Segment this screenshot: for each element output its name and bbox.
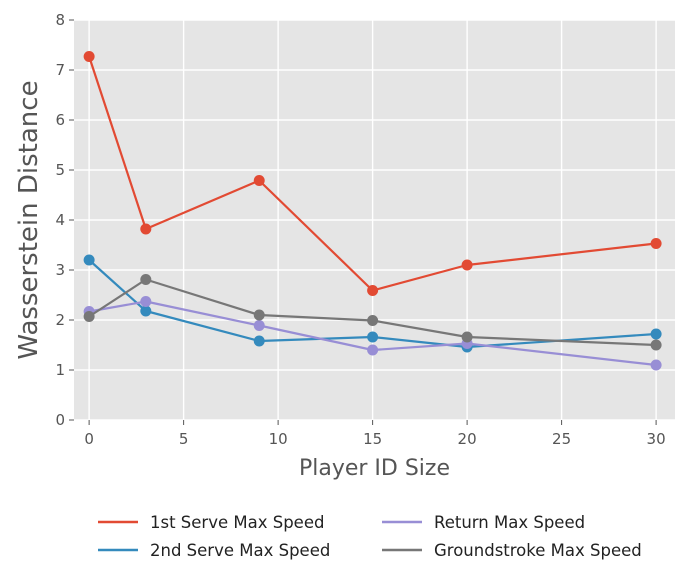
data-point — [140, 296, 152, 307]
x-axis-ticks: 0 5 10 15 20 25 30 — [84, 420, 666, 448]
y-tick-label: 6 — [55, 111, 65, 129]
x-tick-label: 15 — [363, 430, 382, 448]
x-axis-label: Player ID Size — [299, 456, 450, 481]
legend-label: Groundstroke Max Speed — [434, 541, 642, 560]
x-tick-label: 30 — [647, 430, 666, 448]
data-point — [83, 311, 95, 322]
data-point — [650, 339, 662, 351]
data-point — [650, 328, 662, 340]
legend-label: Return Max Speed — [434, 513, 585, 532]
x-tick-label: 0 — [84, 430, 94, 448]
data-point — [650, 359, 662, 371]
legend: 1st Serve Max Speed 2nd Serve Max Speed Re… — [98, 513, 642, 560]
data-point — [140, 223, 152, 235]
x-tick-label: 5 — [179, 430, 189, 448]
x-tick-label: 10 — [269, 430, 288, 448]
x-tick-label: 20 — [458, 430, 477, 448]
y-tick-label: 1 — [55, 361, 65, 379]
series-group — [83, 51, 662, 371]
data-point — [83, 51, 95, 62]
series-line-1 — [88, 56, 657, 292]
data-point — [140, 305, 152, 317]
y-tick-label: 0 — [55, 411, 65, 429]
y-tick-label: 8 — [55, 11, 65, 29]
data-point — [650, 238, 662, 249]
data-point — [83, 254, 95, 266]
data-point — [253, 175, 265, 186]
y-axis-ticks: 0 1 2 3 4 5 6 7 8 — [55, 11, 74, 429]
data-point — [367, 344, 379, 356]
data-point — [253, 309, 265, 321]
data-point — [253, 335, 265, 347]
data-point — [367, 331, 379, 343]
legend-label: 2nd Serve Max Speed — [150, 541, 330, 560]
x-tick-label: 25 — [552, 430, 571, 448]
data-point — [461, 259, 473, 271]
y-tick-label: 4 — [55, 211, 65, 229]
data-point — [140, 274, 152, 285]
y-tick-label: 5 — [55, 161, 65, 179]
series-line-3 — [88, 300, 657, 367]
legend-label: 1st Serve Max Speed — [150, 513, 324, 532]
data-point — [253, 320, 265, 331]
data-point — [367, 285, 379, 296]
y-axis-label: Wasserstein Distance — [14, 80, 44, 359]
y-tick-label: 2 — [55, 311, 65, 329]
y-tick-label: 3 — [55, 261, 65, 279]
data-point — [367, 315, 379, 326]
data-point — [461, 331, 473, 343]
series-line-4 — [88, 278, 657, 347]
y-tick-label: 7 — [55, 61, 65, 79]
